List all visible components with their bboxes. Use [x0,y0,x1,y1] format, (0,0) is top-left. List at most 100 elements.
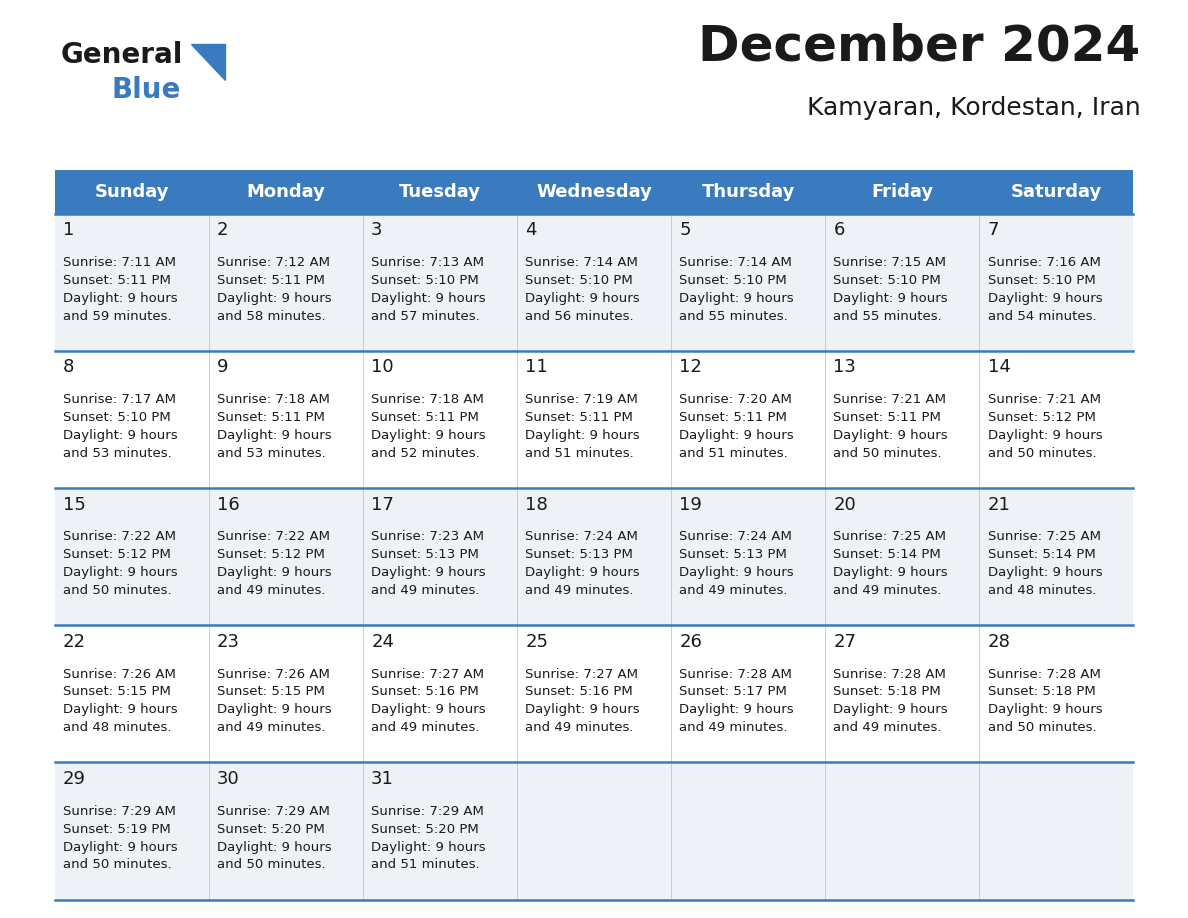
Text: Daylight: 9 hours: Daylight: 9 hours [63,566,177,579]
Text: Daylight: 9 hours: Daylight: 9 hours [371,841,486,854]
Text: 29: 29 [63,770,86,788]
Text: Friday: Friday [871,183,934,201]
Text: 25: 25 [525,633,549,651]
Text: Sunrise: 7:29 AM: Sunrise: 7:29 AM [217,805,330,818]
Text: 8: 8 [63,358,75,376]
Text: Sunrise: 7:23 AM: Sunrise: 7:23 AM [371,531,485,543]
Text: Sunrise: 7:27 AM: Sunrise: 7:27 AM [371,667,485,680]
Text: and 55 minutes.: and 55 minutes. [834,310,942,323]
Text: Wednesday: Wednesday [536,183,652,201]
Text: Daylight: 9 hours: Daylight: 9 hours [834,292,948,305]
Text: Daylight: 9 hours: Daylight: 9 hours [371,292,486,305]
Text: and 48 minutes.: and 48 minutes. [987,584,1097,597]
Text: 21: 21 [987,496,1011,513]
Text: Sunrise: 7:26 AM: Sunrise: 7:26 AM [217,667,330,680]
Text: Daylight: 9 hours: Daylight: 9 hours [680,429,794,442]
Text: Daylight: 9 hours: Daylight: 9 hours [987,703,1102,716]
Text: Daylight: 9 hours: Daylight: 9 hours [834,703,948,716]
Text: Sunset: 5:11 PM: Sunset: 5:11 PM [217,274,326,287]
Text: 4: 4 [525,221,537,240]
Text: Daylight: 9 hours: Daylight: 9 hours [217,841,331,854]
Text: Daylight: 9 hours: Daylight: 9 hours [525,566,640,579]
Text: Sunset: 5:15 PM: Sunset: 5:15 PM [63,686,171,699]
Text: Sunrise: 7:14 AM: Sunrise: 7:14 AM [525,256,638,269]
Text: 30: 30 [217,770,240,788]
Text: 5: 5 [680,221,691,240]
Text: and 49 minutes.: and 49 minutes. [834,722,942,734]
Text: Sunset: 5:12 PM: Sunset: 5:12 PM [217,548,326,561]
Text: and 58 minutes.: and 58 minutes. [217,310,326,323]
Text: Daylight: 9 hours: Daylight: 9 hours [371,566,486,579]
Text: 13: 13 [834,358,857,376]
Text: 17: 17 [371,496,394,513]
Text: 9: 9 [217,358,228,376]
Text: and 49 minutes.: and 49 minutes. [371,584,480,597]
Text: 1: 1 [63,221,75,240]
Text: Daylight: 9 hours: Daylight: 9 hours [987,566,1102,579]
Text: Daylight: 9 hours: Daylight: 9 hours [63,429,177,442]
Text: Sunset: 5:13 PM: Sunset: 5:13 PM [371,548,479,561]
Text: Sunrise: 7:29 AM: Sunrise: 7:29 AM [63,805,176,818]
Text: Sunrise: 7:13 AM: Sunrise: 7:13 AM [371,256,485,269]
Text: Daylight: 9 hours: Daylight: 9 hours [217,566,331,579]
Text: Daylight: 9 hours: Daylight: 9 hours [217,429,331,442]
Text: Sunset: 5:12 PM: Sunset: 5:12 PM [987,411,1095,424]
Text: Daylight: 9 hours: Daylight: 9 hours [680,703,794,716]
Text: and 50 minutes.: and 50 minutes. [987,447,1097,460]
Text: Daylight: 9 hours: Daylight: 9 hours [834,429,948,442]
Bar [55,351,1133,488]
Text: Sunrise: 7:28 AM: Sunrise: 7:28 AM [987,667,1100,680]
Text: and 53 minutes.: and 53 minutes. [217,447,326,460]
Text: Daylight: 9 hours: Daylight: 9 hours [63,841,177,854]
Text: Sunset: 5:10 PM: Sunset: 5:10 PM [987,274,1095,287]
Text: and 55 minutes.: and 55 minutes. [680,310,788,323]
Text: and 49 minutes.: and 49 minutes. [217,722,326,734]
Text: and 49 minutes.: and 49 minutes. [834,584,942,597]
Text: Sunset: 5:14 PM: Sunset: 5:14 PM [834,548,941,561]
Text: Daylight: 9 hours: Daylight: 9 hours [525,429,640,442]
Text: Sunrise: 7:16 AM: Sunrise: 7:16 AM [987,256,1100,269]
Text: Sunset: 5:11 PM: Sunset: 5:11 PM [217,411,326,424]
Text: 14: 14 [987,358,1011,376]
Text: General: General [61,41,183,70]
Text: and 51 minutes.: and 51 minutes. [680,447,788,460]
Text: Sunrise: 7:24 AM: Sunrise: 7:24 AM [525,531,638,543]
Text: Sunrise: 7:11 AM: Sunrise: 7:11 AM [63,256,176,269]
Text: and 49 minutes.: and 49 minutes. [217,584,326,597]
Text: 10: 10 [371,358,393,376]
Text: Sunset: 5:16 PM: Sunset: 5:16 PM [371,686,479,699]
Text: Sunrise: 7:27 AM: Sunrise: 7:27 AM [525,667,638,680]
Text: Sunrise: 7:15 AM: Sunrise: 7:15 AM [834,256,947,269]
Text: 15: 15 [63,496,86,513]
Text: Daylight: 9 hours: Daylight: 9 hours [63,292,177,305]
Text: and 49 minutes.: and 49 minutes. [525,584,633,597]
Text: 11: 11 [525,358,548,376]
Text: Tuesday: Tuesday [399,183,481,201]
Text: and 49 minutes.: and 49 minutes. [525,722,633,734]
Text: Sunset: 5:11 PM: Sunset: 5:11 PM [680,411,788,424]
Text: 7: 7 [987,221,999,240]
Text: Sunset: 5:10 PM: Sunset: 5:10 PM [63,411,171,424]
Bar [55,763,1133,900]
Text: 3: 3 [371,221,383,240]
Text: 24: 24 [371,633,394,651]
Text: 20: 20 [834,496,857,513]
Text: Sunrise: 7:14 AM: Sunrise: 7:14 AM [680,256,792,269]
Text: and 52 minutes.: and 52 minutes. [371,447,480,460]
Text: Sunset: 5:13 PM: Sunset: 5:13 PM [525,548,633,561]
Text: Sunset: 5:10 PM: Sunset: 5:10 PM [834,274,941,287]
Text: and 48 minutes.: and 48 minutes. [63,722,171,734]
Text: December 2024: December 2024 [699,23,1140,71]
Text: 16: 16 [217,496,240,513]
Text: Thursday: Thursday [701,183,795,201]
Text: Daylight: 9 hours: Daylight: 9 hours [217,703,331,716]
Text: Sunset: 5:14 PM: Sunset: 5:14 PM [987,548,1095,561]
Text: Sunset: 5:10 PM: Sunset: 5:10 PM [525,274,633,287]
Text: Sunset: 5:11 PM: Sunset: 5:11 PM [525,411,633,424]
Text: and 50 minutes.: and 50 minutes. [63,584,171,597]
Text: Daylight: 9 hours: Daylight: 9 hours [371,703,486,716]
Text: Sunrise: 7:12 AM: Sunrise: 7:12 AM [217,256,330,269]
Text: Sunset: 5:13 PM: Sunset: 5:13 PM [680,548,788,561]
Text: and 59 minutes.: and 59 minutes. [63,310,171,323]
Text: Sunset: 5:19 PM: Sunset: 5:19 PM [63,823,171,835]
